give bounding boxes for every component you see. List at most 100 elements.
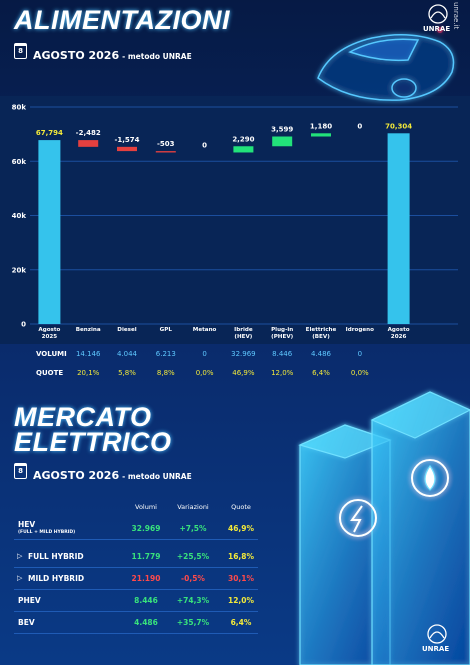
bar — [233, 146, 254, 153]
x-tick-label: Agosto 2025 — [38, 327, 61, 340]
date: AGOSTO 2026 — [33, 49, 120, 62]
x-tick-label: Ibride (HEV) — [234, 327, 253, 340]
x-tick-label: GPL — [159, 327, 172, 333]
table-row: BEV 4.486 +35,7% 6,4% — [14, 612, 258, 634]
cell: 0 — [357, 350, 363, 358]
bar — [78, 140, 99, 147]
y-tick-label: 40k — [12, 212, 27, 220]
y-tick-label: 0 — [21, 321, 26, 329]
row-sublabel: (FULL + MILD HYBRID) — [18, 530, 76, 535]
logo-icon — [427, 4, 448, 644]
charging-columns — [298, 391, 470, 665]
cell: 4.486 — [134, 618, 158, 627]
row-label: MILD HYBRID — [28, 574, 85, 583]
column-header: Quote — [231, 503, 251, 511]
cell: 12,0% — [227, 596, 255, 605]
calendar-icon: 8 — [14, 463, 27, 479]
cell: 11.779 — [131, 552, 161, 561]
value-label: 0 — [202, 141, 207, 149]
cell: +7,5% — [179, 524, 207, 533]
value-label: -1,574 — [114, 136, 139, 144]
column-header: Variazioni — [177, 503, 209, 511]
value-label: 70,304 — [385, 122, 412, 130]
cell: 30,1% — [227, 574, 255, 583]
row-label: VOLUMI — [36, 350, 67, 358]
cell: 4.486 — [310, 350, 332, 358]
column-header: Volumi — [135, 503, 157, 511]
cell: 8,8% — [156, 369, 175, 377]
cell: +35,7% — [176, 618, 210, 627]
row-label: PHEV — [18, 596, 41, 605]
cell: +25,5% — [176, 552, 210, 561]
value-label: -2,482 — [76, 129, 101, 137]
cell: 0 — [202, 350, 207, 358]
x-tick-label: Diesel — [117, 327, 137, 333]
cell: 12,0% — [271, 369, 294, 377]
sub-icon: ▷ — [17, 552, 23, 560]
table-row: HEV (FULL + MILD HYBRID) 32.969 +7,5% 46,9% — [14, 518, 258, 540]
value-label: 2,290 — [232, 135, 254, 143]
cell: 46,9% — [232, 369, 255, 377]
cell: 32.969 — [131, 524, 161, 533]
row-label: QUOTE — [36, 369, 64, 377]
bar — [117, 146, 137, 152]
value-label: 3,599 — [271, 126, 293, 134]
car-illustration — [317, 27, 455, 101]
x-tick-label: Agosto 2026 — [387, 327, 410, 340]
row-label: FULL HYBRID — [28, 552, 84, 561]
logo: UNRAE — [422, 645, 450, 653]
cell: 8.446 — [134, 596, 158, 605]
cell: 20,1% — [77, 369, 100, 377]
title-line: MERCATO — [14, 402, 152, 432]
cell: +74,3% — [176, 596, 210, 605]
x-tick-label: Idrogeno — [345, 327, 374, 333]
date-line: AGOSTO 2026- metodo UNRAE — [33, 464, 192, 483]
side-text: unrae.it — [452, 2, 460, 30]
section-title: MERCATO ELETTRICO — [14, 402, 172, 457]
cell: 0,0% — [195, 369, 214, 377]
method: - metodo UNRAE — [122, 52, 192, 61]
cell: 6,4% — [312, 369, 330, 377]
x-tick-label: Plug-in (PHEV) — [271, 327, 294, 340]
logo: UNRAE — [423, 25, 451, 33]
x-tick-label: Benzina — [75, 327, 101, 333]
bar — [155, 151, 176, 153]
cell: 0,0% — [350, 369, 369, 377]
table-row: FULL HYBRID ▷ 11.779 +25,5% 16,8% — [14, 546, 258, 568]
row-label: BEV — [18, 618, 35, 627]
bar — [387, 133, 410, 324]
cell: 5,8% — [118, 369, 136, 377]
page-title: ALIMENTAZIONI — [14, 5, 230, 35]
cell: 46,9% — [227, 524, 255, 533]
sub-icon: ▷ — [17, 574, 23, 582]
cell: 21.190 — [131, 574, 161, 583]
table-row: PHEV 8.446 +74,3% 12,0% — [14, 590, 258, 612]
cell: 6,4% — [230, 618, 252, 627]
y-tick-label: 80k — [12, 104, 27, 112]
cell: 14.146 — [75, 350, 101, 358]
cell: 8.446 — [272, 350, 293, 358]
date: AGOSTO 2026 — [33, 469, 120, 482]
y-tick-label: 20k — [12, 266, 27, 274]
title-line: ELETTRICO — [14, 427, 172, 457]
bar — [272, 136, 293, 147]
bar — [38, 140, 61, 324]
cell: 6.213 — [155, 350, 176, 358]
table-row: MILD HYBRID ▷ 21.190 -0,5% 30,1% — [14, 568, 258, 590]
row-label: HEV — [18, 520, 36, 529]
x-tick-label: Metano — [192, 327, 217, 333]
cell: -0,5% — [181, 574, 205, 583]
value-label: 0 — [357, 122, 362, 130]
value-label: -503 — [157, 140, 175, 148]
cell: 16,8% — [227, 552, 255, 561]
method: - metodo UNRAE — [122, 472, 192, 481]
y-tick-label: 60k — [12, 158, 27, 166]
date-line: AGOSTO 2026- metodo UNRAE — [33, 44, 192, 63]
value-label: 67,794 — [36, 129, 63, 137]
value-label: 1,180 — [310, 122, 332, 130]
cell: 4.044 — [116, 350, 138, 358]
x-tick-label: Elettriche (BEV) — [305, 327, 337, 340]
calendar-icon: 8 — [14, 43, 27, 59]
